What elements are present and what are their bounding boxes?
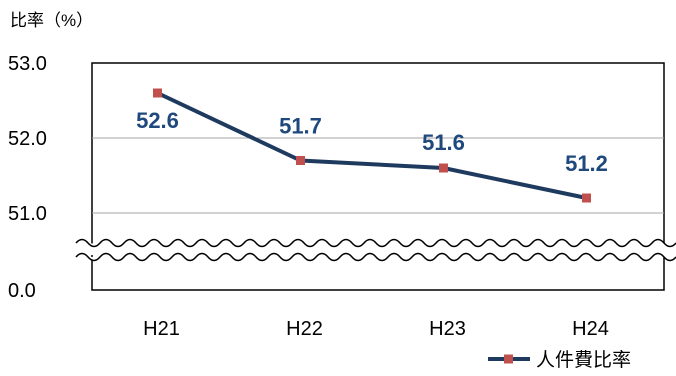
y-tick-label: 53.0 bbox=[8, 53, 47, 75]
data-label: 52.6 bbox=[136, 108, 179, 133]
y-tick-label: 0.0 bbox=[8, 280, 36, 302]
series-line bbox=[156, 91, 587, 200]
y-axis-label: 比率（%） bbox=[10, 11, 94, 30]
y-tick-label: 51.0 bbox=[8, 203, 47, 225]
y-tick-label: 52.0 bbox=[8, 128, 47, 150]
data-point-marker bbox=[296, 156, 305, 165]
plot-frame bbox=[91, 62, 665, 291]
axis-break-wave-lower bbox=[75, 252, 676, 262]
data-label: 51.2 bbox=[565, 151, 608, 176]
legend-marker bbox=[504, 354, 513, 364]
axis-break-wave-upper bbox=[75, 238, 676, 248]
axis-break-fill bbox=[76, 245, 676, 255]
x-tick-label: H23 bbox=[429, 318, 466, 340]
x-tick-label: H21 bbox=[143, 318, 180, 340]
x-tick-label: H22 bbox=[286, 318, 323, 340]
data-point-marker bbox=[582, 193, 591, 203]
legend-label: 人件費比率 bbox=[536, 349, 631, 371]
data-point-marker bbox=[439, 163, 448, 173]
data-label: 51.7 bbox=[279, 114, 322, 139]
data-label: 51.6 bbox=[422, 130, 465, 155]
x-tick-label: H24 bbox=[572, 318, 609, 340]
data-point-marker bbox=[153, 88, 162, 98]
